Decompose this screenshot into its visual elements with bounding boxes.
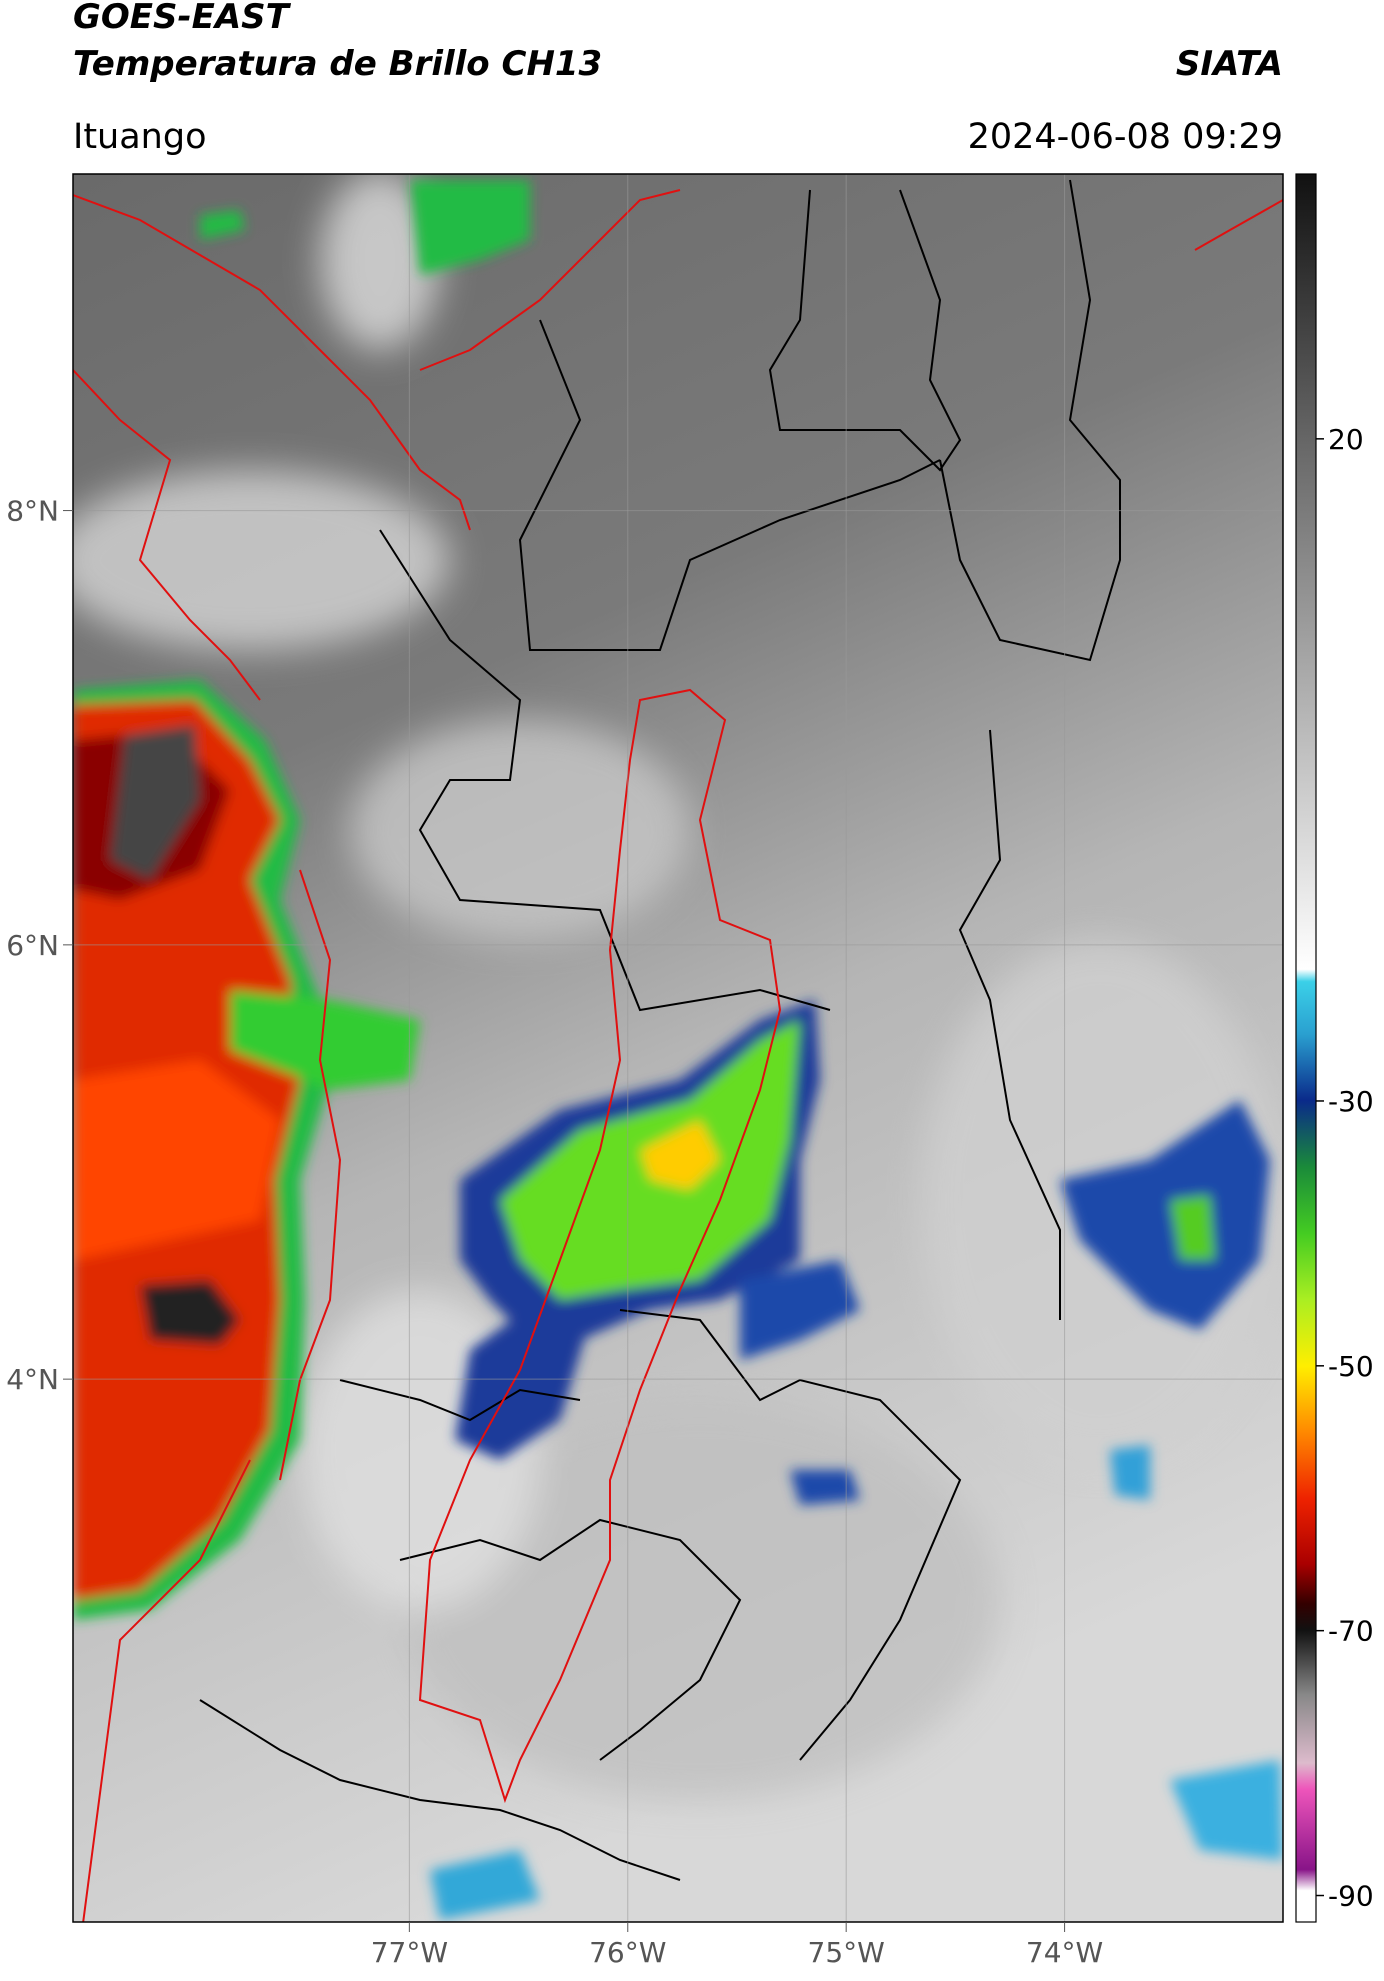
subtitle: Temperatura de Brillo CH13 bbox=[73, 44, 602, 84]
source: SIATA bbox=[1176, 44, 1283, 84]
colorbar-label: -30 bbox=[1328, 1085, 1374, 1118]
y-tick-label: 4°N bbox=[6, 1363, 59, 1396]
graticule bbox=[73, 174, 1283, 1922]
x-tick-label: 75°W bbox=[808, 1936, 885, 1969]
place: Ituango bbox=[73, 117, 207, 157]
colorbar-label: 20 bbox=[1328, 423, 1364, 456]
y-tick-label: 6°N bbox=[6, 929, 59, 962]
title: GOES-EAST bbox=[73, 0, 292, 37]
x-tick-label: 76°W bbox=[589, 1936, 666, 1969]
y-tick-label: 8°N bbox=[6, 495, 59, 528]
map-frame bbox=[72, 173, 1284, 1923]
colorbar-label: -70 bbox=[1328, 1615, 1374, 1648]
borders bbox=[199, 179, 1121, 1881]
colorbar-label: -90 bbox=[1328, 1880, 1374, 1913]
timestamp: 2024-06-08 09:29 bbox=[968, 117, 1283, 157]
satellite-image bbox=[73, 174, 1283, 1922]
x-tick-label: 77°W bbox=[371, 1936, 448, 1969]
axis-labels: 77°W 76°W 75°W 74°W 8°N 6°N 4°N 20 -30 -50 -70 -90 bbox=[6, 423, 1374, 1969]
colorbar bbox=[1295, 173, 1317, 1923]
colorbar-label: -50 bbox=[1328, 1350, 1374, 1383]
x-tick-label: 74°W bbox=[1026, 1936, 1103, 1969]
basin-outline bbox=[73, 189, 1283, 1922]
